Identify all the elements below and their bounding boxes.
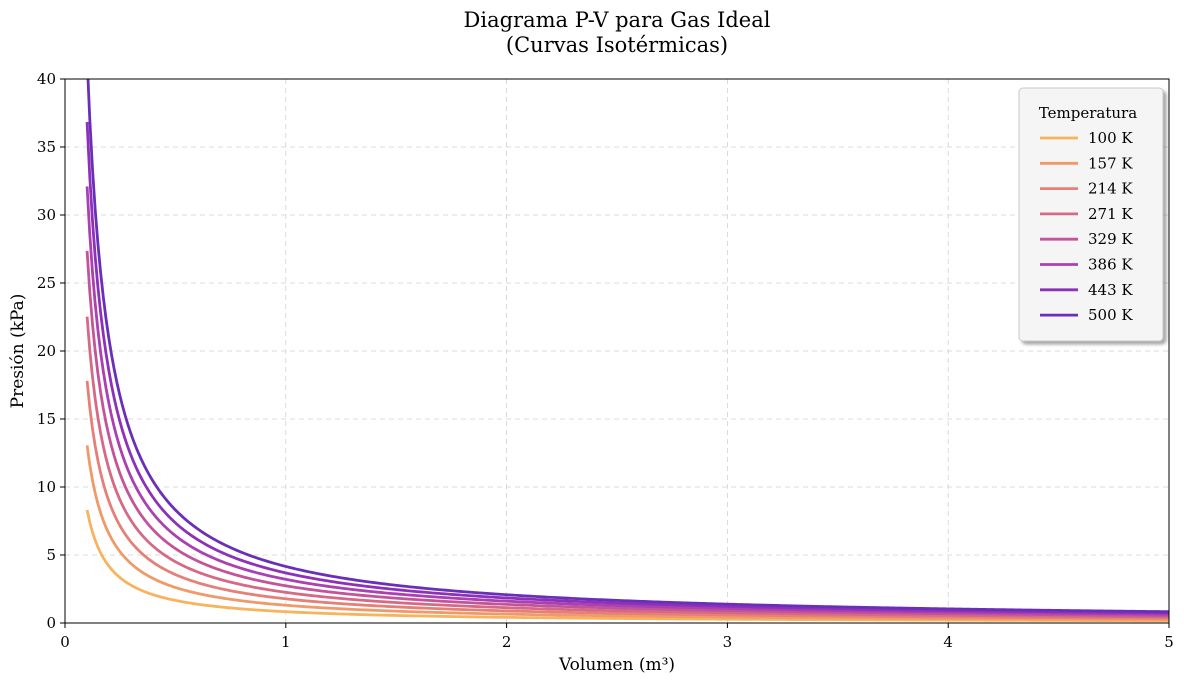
legend-label-271k: 271 K — [1088, 205, 1133, 223]
y-tick-label: 40 — [37, 70, 56, 88]
legend-label-157k: 157 K — [1088, 154, 1133, 172]
grid — [65, 79, 1169, 623]
y-tick-label: 25 — [37, 274, 56, 292]
y-tick-label: 35 — [37, 138, 56, 156]
series-line-329k — [85, 250, 1169, 617]
x-tick-label: 3 — [723, 633, 733, 651]
series-line-386k — [85, 186, 1169, 616]
chart-title-line-2: (Curvas Isotérmicas) — [506, 33, 728, 57]
legend-label-386k: 386 K — [1088, 256, 1133, 274]
series-line-157k — [85, 445, 1169, 621]
y-tick-label: 5 — [46, 546, 56, 564]
legend-label-100k: 100 K — [1088, 129, 1133, 147]
series-line-271k — [85, 316, 1169, 619]
y-tick-label: 20 — [37, 342, 56, 360]
chart-title-line-1: Diagrama P-V para Gas Ideal — [464, 8, 771, 32]
series-line-214k — [85, 380, 1169, 620]
series-line-500k — [86, 79, 1169, 614]
legend-label-214k: 214 K — [1088, 180, 1133, 198]
x-tick-label: 5 — [1164, 633, 1174, 651]
legend: Temperatura 100 K 157 K 214 K 271 K 329 K 386… — [1018, 87, 1164, 342]
legend-label-329k: 329 K — [1088, 230, 1133, 248]
y-tick-label: 30 — [37, 206, 56, 224]
x-axis-label: Volumen (m³) — [558, 655, 675, 675]
y-tick-label: 10 — [37, 478, 56, 496]
x-tick-label: 1 — [281, 633, 291, 651]
legend-label-500k: 500 K — [1088, 306, 1133, 324]
series-line-443k — [85, 122, 1169, 615]
series-line-100k — [85, 509, 1169, 623]
x-tick-label: 4 — [943, 633, 953, 651]
legend-title: Temperatura — [1039, 104, 1137, 122]
x-tick-label: 2 — [502, 633, 512, 651]
y-axis-label: Presión (kPa) — [8, 294, 28, 409]
legend-label-443k: 443 K — [1088, 281, 1133, 299]
axis-ticks: 0 1 2 3 4 5 0 5 10 15 20 25 30 35 40 — [37, 70, 1174, 651]
x-tick-label: 0 — [60, 633, 70, 651]
series-lines — [85, 79, 1169, 623]
legend-box — [1018, 87, 1164, 342]
y-tick-label: 0 — [46, 614, 56, 632]
y-tick-label: 15 — [37, 410, 56, 428]
